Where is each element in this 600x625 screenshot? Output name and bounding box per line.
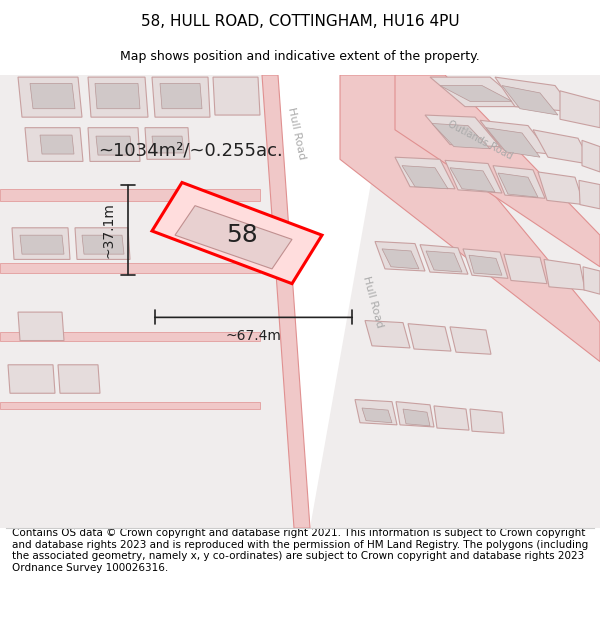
- Polygon shape: [450, 168, 495, 192]
- Text: Outlands Road: Outlands Road: [446, 119, 514, 161]
- Polygon shape: [58, 365, 100, 393]
- Polygon shape: [175, 206, 292, 269]
- Polygon shape: [82, 235, 124, 254]
- Polygon shape: [408, 324, 451, 351]
- Polygon shape: [213, 77, 260, 115]
- Polygon shape: [533, 130, 592, 164]
- Polygon shape: [402, 166, 448, 189]
- Polygon shape: [426, 251, 462, 272]
- Polygon shape: [75, 228, 130, 259]
- Text: 58, HULL ROAD, COTTINGHAM, HU16 4PU: 58, HULL ROAD, COTTINGHAM, HU16 4PU: [140, 14, 460, 29]
- Polygon shape: [88, 127, 140, 161]
- Polygon shape: [362, 408, 392, 422]
- Polygon shape: [480, 120, 550, 154]
- Polygon shape: [579, 181, 600, 209]
- Polygon shape: [463, 249, 508, 278]
- Polygon shape: [95, 83, 140, 109]
- Polygon shape: [8, 365, 55, 393]
- Polygon shape: [395, 158, 455, 189]
- Polygon shape: [430, 77, 525, 107]
- Polygon shape: [538, 172, 584, 204]
- Polygon shape: [0, 402, 260, 409]
- Polygon shape: [160, 83, 202, 109]
- Polygon shape: [18, 77, 82, 117]
- Polygon shape: [469, 255, 502, 275]
- Polygon shape: [145, 127, 190, 159]
- Polygon shape: [0, 262, 260, 273]
- Polygon shape: [40, 135, 74, 154]
- Polygon shape: [278, 75, 340, 528]
- Polygon shape: [493, 166, 545, 198]
- Text: ~37.1m: ~37.1m: [101, 202, 115, 258]
- Polygon shape: [495, 77, 575, 112]
- Polygon shape: [96, 136, 132, 155]
- Polygon shape: [20, 235, 64, 254]
- Polygon shape: [395, 75, 600, 267]
- Polygon shape: [365, 321, 410, 348]
- Polygon shape: [450, 327, 491, 354]
- Polygon shape: [88, 77, 148, 117]
- Polygon shape: [310, 75, 600, 528]
- Polygon shape: [498, 173, 538, 198]
- Polygon shape: [470, 409, 504, 433]
- Text: Hull Road: Hull Road: [286, 106, 307, 160]
- Polygon shape: [0, 189, 260, 201]
- Polygon shape: [262, 75, 310, 528]
- Polygon shape: [420, 244, 468, 274]
- Text: 58: 58: [226, 223, 258, 247]
- Text: ~67.4m: ~67.4m: [226, 329, 281, 343]
- Text: ~1034m²/~0.255ac.: ~1034m²/~0.255ac.: [98, 142, 283, 160]
- Polygon shape: [0, 75, 294, 528]
- Polygon shape: [440, 86, 512, 101]
- Polygon shape: [396, 402, 434, 427]
- Polygon shape: [0, 332, 260, 341]
- Polygon shape: [152, 182, 322, 284]
- Polygon shape: [486, 127, 540, 158]
- Polygon shape: [445, 161, 502, 193]
- Polygon shape: [403, 409, 430, 426]
- Polygon shape: [504, 254, 547, 284]
- Polygon shape: [25, 127, 83, 161]
- Polygon shape: [583, 267, 600, 294]
- Polygon shape: [502, 86, 558, 115]
- Polygon shape: [544, 259, 585, 290]
- Polygon shape: [560, 91, 600, 128]
- Polygon shape: [152, 136, 184, 153]
- Polygon shape: [18, 312, 64, 341]
- Polygon shape: [382, 249, 419, 269]
- Polygon shape: [30, 83, 75, 109]
- Text: Contains OS data © Crown copyright and database right 2021. This information is : Contains OS data © Crown copyright and d…: [12, 528, 588, 573]
- Polygon shape: [340, 75, 600, 362]
- Polygon shape: [432, 124, 490, 149]
- Polygon shape: [425, 115, 500, 147]
- Polygon shape: [152, 77, 210, 117]
- Text: Hull Road: Hull Road: [361, 274, 385, 329]
- Polygon shape: [434, 406, 469, 430]
- Polygon shape: [582, 141, 600, 172]
- Polygon shape: [375, 241, 425, 271]
- Polygon shape: [355, 399, 397, 425]
- Polygon shape: [12, 228, 70, 259]
- Text: Map shows position and indicative extent of the property.: Map shows position and indicative extent…: [120, 50, 480, 62]
